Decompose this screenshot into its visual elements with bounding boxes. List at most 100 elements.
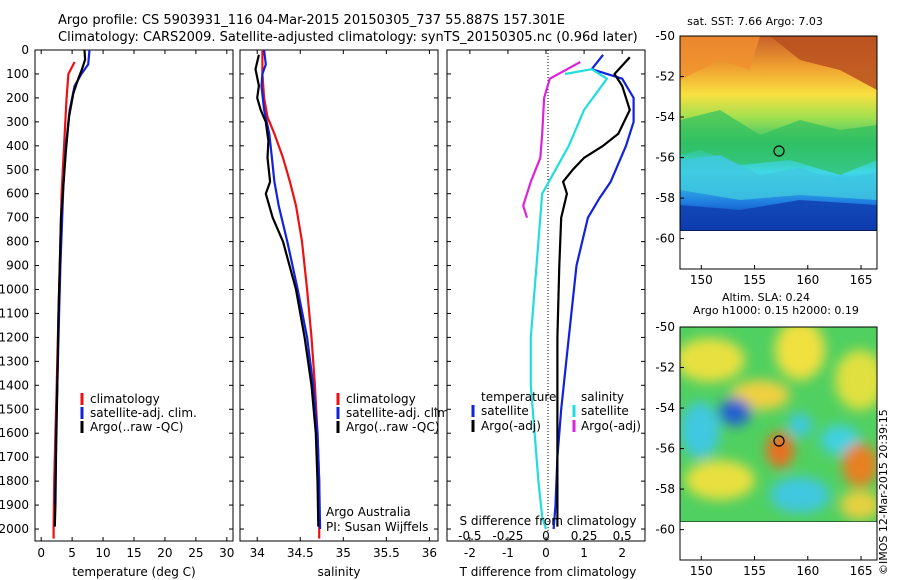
map-frame <box>679 326 878 561</box>
argo-position-marker <box>773 435 785 447</box>
temperature-legend: climatology satellite-adj. clim. Argo(..… <box>80 392 197 434</box>
legend-argo: Argo(..raw -QC) <box>90 420 183 434</box>
pi-label: PI: Susan Wijffels <box>326 520 428 534</box>
depth-tick-label: 900 <box>6 259 29 273</box>
depth-tick-label: 100 <box>6 67 29 81</box>
map-lat-label: -52 <box>655 361 675 375</box>
sla-map-blank-area <box>680 522 877 560</box>
x-tick-label: -1 <box>502 546 514 560</box>
x-tick-label: 34 <box>250 546 265 560</box>
x-tick-label: 30 <box>219 546 234 560</box>
map-lat-label: -56 <box>655 442 675 456</box>
map-lat-label: -56 <box>655 151 675 165</box>
s-difference-tick-labels: -0.5 -0.25 0 0.25 0.5 <box>458 529 632 543</box>
x-tick-label: 1 <box>580 546 588 560</box>
series-line-cyan <box>529 68 609 530</box>
sst-map-blank-area <box>680 231 877 269</box>
depth-tick-label: 500 <box>6 163 29 177</box>
s-diff-tick-label: 0.5 <box>613 529 632 543</box>
x-tick-label: -2 <box>464 546 476 560</box>
depth-tick-label: 400 <box>6 139 29 153</box>
salinity-series <box>254 49 322 539</box>
t-difference-xlabel: T difference from climatology <box>459 565 637 579</box>
argo-position-marker <box>773 145 785 157</box>
depth-tick-label: 1500 <box>0 402 29 416</box>
map-lat-label: -58 <box>655 191 675 205</box>
temperature-xlabel: temperature (deg C) <box>72 565 195 579</box>
depth-tick-label: 1700 <box>0 450 29 464</box>
x-tick-label: 35.5 <box>373 546 400 560</box>
x-tick-label: 15 <box>126 546 141 560</box>
depth-tick-label: 2000 <box>0 522 29 536</box>
sst-map-axes: 150 155 160 165 -50 -52 -54 -56 -58 -60 <box>655 29 878 287</box>
depth-tick-label: 1900 <box>0 498 29 512</box>
s-difference-xlabel: S difference from climatology <box>460 514 637 528</box>
depth-tick-label: 1800 <box>0 474 29 488</box>
legend-satellite: satellite-adj. clim. <box>90 406 197 420</box>
depth-tick-label: 1300 <box>0 354 29 368</box>
x-tick-label: 0 <box>37 546 45 560</box>
salinity-panel: 34 34.5 35 35.5 36 salinity climatology sate… <box>239 49 453 579</box>
x-tick-label: 35 <box>336 546 351 560</box>
s-diff-tick-label: 0 <box>542 529 550 543</box>
series-line-black <box>53 49 87 527</box>
header-line-2: Climatology: CARS2009. Satellite-adjuste… <box>58 30 638 45</box>
map-lon-label: 165 <box>850 273 873 287</box>
depth-axis: 0 100 200 300 400 500 600 700 800 900 1000 1100 1200… <box>0 43 233 536</box>
depth-tick-label: 1200 <box>0 330 29 344</box>
header-line-1: Argo profile: CS 5903931_116 04-Mar-2015… <box>58 13 566 28</box>
depth-tick-label: 1400 <box>0 378 29 392</box>
temperature-x-axis: 0 5 10 15 20 25 30 <box>37 50 234 560</box>
map-lat-label: -60 <box>655 232 675 246</box>
legend-t-satellite: satellite <box>481 404 529 418</box>
series-line-blue <box>552 54 635 530</box>
depth-tick-label: 1000 <box>0 283 29 297</box>
legend-s-satellite: satellite <box>581 404 629 418</box>
x-tick-label: 10 <box>95 546 110 560</box>
depth-tick-label: 300 <box>6 115 29 129</box>
legend-climatology: climatology <box>90 392 160 406</box>
x-tick-label: 34.5 <box>287 546 314 560</box>
x-tick-label: 5 <box>68 546 76 560</box>
map-frame <box>679 35 878 270</box>
sla-map-panel: Altim. SLA: 0.24 Argo h1000: 0.15 h2000:… <box>655 291 878 578</box>
depth-tick-label: 1600 <box>0 426 29 440</box>
sla-map-subtitle: Argo h1000: 0.15 h2000: 0.19 <box>693 304 859 317</box>
map-lon-label: 150 <box>690 273 713 287</box>
legend-argo: Argo(..raw -QC) <box>346 420 439 434</box>
series-line-black <box>556 56 631 527</box>
depth-tick-label: 700 <box>6 211 29 225</box>
map-lat-label: -58 <box>655 482 675 496</box>
sst-map-panel: sat. SST: 7.66 Argo: 7.03 150 155 160 165 -5… <box>655 15 878 287</box>
salinity-xlabel: salinity <box>317 565 360 579</box>
sla-map-image <box>680 327 877 522</box>
legend-t-argo: Argo(-adj) <box>481 419 541 433</box>
map-lat-label: -50 <box>655 320 675 334</box>
x-tick-label: 25 <box>188 546 203 560</box>
map-lat-label: -50 <box>655 29 675 43</box>
map-lon-label: 160 <box>796 564 819 578</box>
salinity-legend: climatology satellite-adj. clim. Argo(..… <box>336 392 453 434</box>
x-tick-label: 2 <box>618 546 626 560</box>
salinity-x-axis: 34 34.5 35 35.5 36 <box>250 50 437 560</box>
map-lat-label: -60 <box>655 523 675 537</box>
map-lon-label: 160 <box>796 273 819 287</box>
map-lon-label: 150 <box>690 564 713 578</box>
depth-tick-label: 600 <box>6 187 29 201</box>
map-lon-label: 165 <box>850 564 873 578</box>
legend-salinity-heading: salinity <box>581 390 624 404</box>
s-diff-tick-label: -0.25 <box>492 529 523 543</box>
series-line-blue <box>260 49 322 530</box>
difference-axes <box>446 49 646 542</box>
x-tick-label: 36 <box>422 546 437 560</box>
difference-series <box>522 54 635 530</box>
x-tick-label: 0 <box>542 546 550 560</box>
map-lat-label: -54 <box>655 401 675 415</box>
depth-tick-label: 800 <box>6 235 29 249</box>
temperature-series <box>52 49 91 539</box>
argo-australia-label: Argo Australia <box>326 505 411 519</box>
s-diff-tick-label: -0.5 <box>458 529 481 543</box>
difference-panel: -2 -1 0 1 2 -0.5 -0.25 0 0.25 0.5 S difference f… <box>446 49 646 579</box>
difference-legend: temperature satellite Argo(-adj) salinit… <box>471 390 641 433</box>
